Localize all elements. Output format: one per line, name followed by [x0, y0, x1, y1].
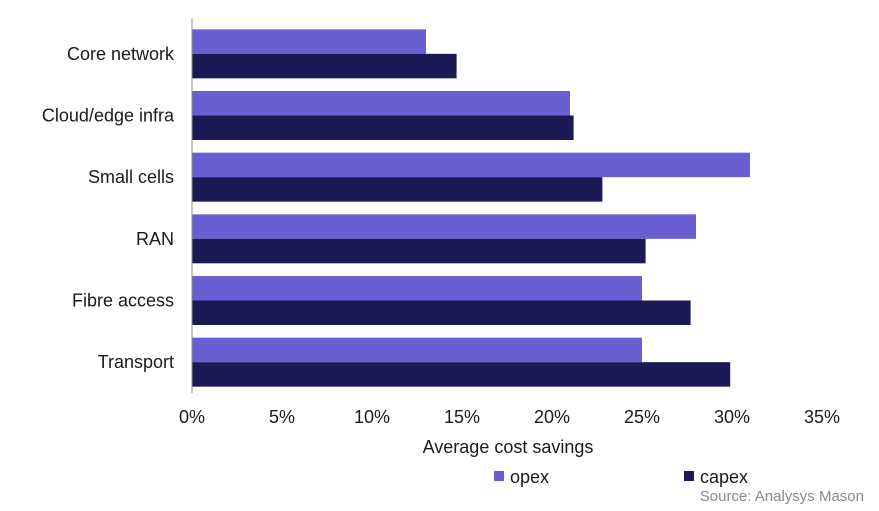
x-tick-label: 35% — [804, 407, 840, 427]
category-label: Transport — [98, 352, 174, 372]
category-label: Small cells — [88, 167, 174, 187]
bar-opex-2 — [192, 152, 750, 178]
category-label: Core network — [67, 44, 175, 64]
bar-opex-1 — [192, 91, 570, 116]
legend: opex capex — [494, 467, 748, 487]
x-tick-labels: 0% 5% 10% 15% 20% 25% 30% 35% — [179, 407, 840, 427]
x-tick-label: 30% — [714, 407, 750, 427]
bar-capex-1 — [192, 115, 574, 140]
x-tick-label: 15% — [444, 407, 480, 427]
x-tick-label: 5% — [269, 407, 295, 427]
bar-opex-3 — [192, 214, 696, 239]
x-tick-label: 10% — [354, 407, 390, 427]
category-label: Fibre access — [72, 291, 174, 311]
legend-label-capex: capex — [700, 467, 748, 487]
bar-opex-5 — [192, 337, 642, 363]
bar-opex-4 — [192, 276, 642, 301]
legend-swatch-opex — [494, 471, 504, 481]
x-tick-label: 20% — [534, 407, 570, 427]
x-tick-label: 25% — [624, 407, 660, 427]
category-labels: Core network Cloud/edge infra Small cells R… — [42, 44, 175, 372]
x-tick-label: 0% — [179, 407, 205, 427]
x-axis-title: Average cost savings — [423, 437, 594, 457]
source-note: Source: Analysys Mason — [699, 488, 864, 505]
category-label: Cloud/edge infra — [42, 106, 175, 126]
category-label: RAN — [136, 229, 174, 249]
bars-group — [192, 29, 750, 387]
legend-swatch-capex — [684, 471, 694, 481]
bar-opex-0 — [192, 29, 426, 54]
legend-label-opex: opex — [510, 467, 549, 487]
bar-capex-0 — [192, 53, 457, 79]
bar-capex-4 — [192, 300, 691, 325]
bar-capex-5 — [192, 362, 731, 387]
bar-capex-2 — [192, 177, 603, 202]
bar-capex-3 — [192, 238, 646, 264]
